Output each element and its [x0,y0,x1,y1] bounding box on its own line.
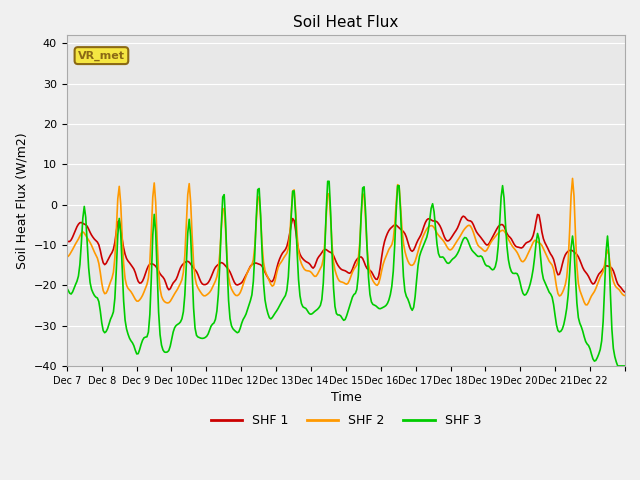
SHF 3 [614,363,621,369]
SHF 2 [544,255,552,261]
SHF 1 [534,212,541,217]
SHF 3 [63,285,70,291]
X-axis label: Time: Time [330,391,361,404]
SHF 3 [545,289,553,295]
SHF 2 [569,176,577,181]
SHF 3 [325,179,333,184]
SHF 1 [82,222,90,228]
SHF 1 [621,289,629,295]
Y-axis label: Soil Heat Flux (W/m2): Soil Heat Flux (W/m2) [15,132,28,269]
SHF 1 [63,238,70,244]
SHF 3 [620,363,627,369]
SHF 3 [462,235,470,241]
SHF 2 [620,292,627,298]
SHF 2 [99,288,107,293]
Line: SHF 3: SHF 3 [67,181,625,366]
SHF 3 [621,363,629,369]
SHF 1 [350,263,358,268]
Title: Soil Heat Flux: Soil Heat Flux [293,15,399,30]
SHF 1 [461,214,468,220]
Text: VR_met: VR_met [78,50,125,61]
Line: SHF 2: SHF 2 [67,179,625,305]
SHF 2 [583,302,591,308]
SHF 1 [99,260,107,265]
SHF 1 [618,287,626,292]
Line: SHF 1: SHF 1 [67,215,625,292]
SHF 3 [99,328,107,334]
SHF 2 [461,226,468,232]
Legend: SHF 1, SHF 2, SHF 3: SHF 1, SHF 2, SHF 3 [205,409,486,432]
SHF 2 [82,233,90,239]
SHF 3 [351,290,359,296]
SHF 2 [350,266,358,272]
SHF 2 [63,254,70,260]
SHF 1 [545,249,553,254]
SHF 3 [82,215,90,220]
SHF 2 [621,293,629,299]
